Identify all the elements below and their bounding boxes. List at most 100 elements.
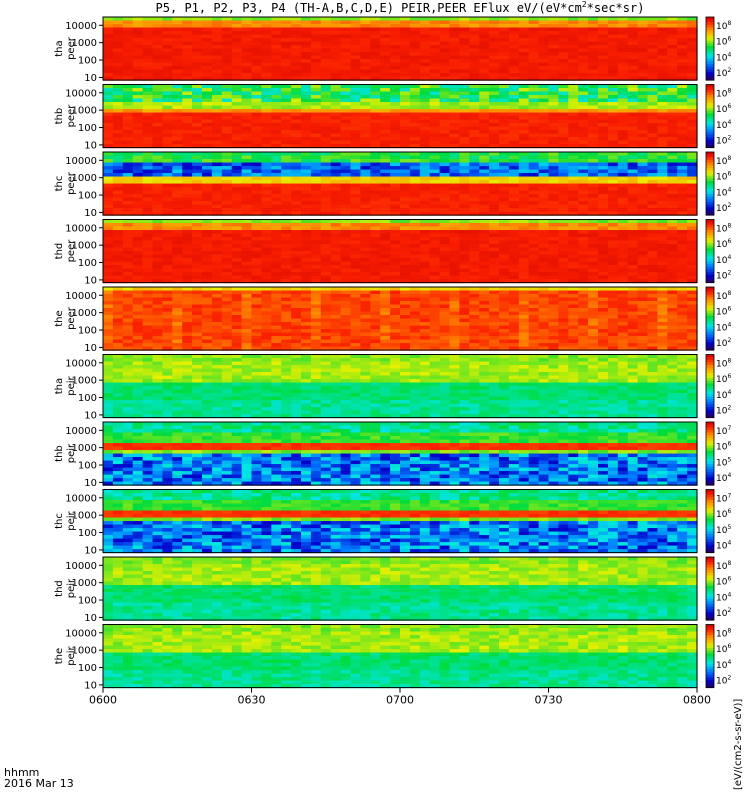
heatmap-cell <box>370 116 381 121</box>
heatmap-cell <box>251 308 262 313</box>
colorbar-swatch <box>706 235 714 239</box>
heatmap-cell <box>221 311 233 316</box>
heatmap-cell <box>469 105 480 110</box>
heatmap-cell <box>419 48 431 53</box>
heatmap-cell <box>598 52 609 57</box>
heatmap-cell <box>182 197 193 202</box>
heatmap-cell <box>370 190 381 195</box>
heatmap-cell <box>607 95 619 100</box>
heatmap-cell <box>489 226 500 231</box>
heatmap-cell <box>479 304 490 309</box>
heatmap-cell <box>122 223 134 228</box>
heatmap-cell <box>310 294 322 299</box>
heatmap-cell <box>271 287 282 292</box>
heatmap-cell <box>548 258 559 263</box>
heatmap-cell <box>627 304 639 309</box>
heatmap-cell <box>647 230 658 235</box>
heatmap-cell <box>221 251 233 256</box>
heatmap-cell <box>211 123 223 128</box>
heatmap-cell <box>518 287 530 292</box>
heatmap-cell <box>330 251 342 256</box>
heatmap-cell <box>221 159 233 164</box>
heatmap-cell <box>459 91 470 96</box>
heatmap-cell <box>112 155 124 160</box>
heatmap-cell <box>152 180 163 185</box>
heatmap-cell <box>291 20 302 25</box>
heatmap-cell <box>330 254 342 259</box>
heatmap-cell <box>281 31 292 36</box>
heatmap-cell <box>568 254 579 259</box>
heatmap-cell <box>400 176 411 181</box>
heatmap-cell <box>221 294 233 299</box>
heatmap-cell <box>637 265 649 270</box>
heatmap-cell <box>132 130 144 135</box>
heatmap-cell <box>637 59 649 64</box>
heatmap-cell <box>112 240 124 245</box>
heatmap-cell <box>508 254 520 259</box>
heatmap-cell <box>538 233 550 238</box>
heatmap-cell <box>588 304 599 309</box>
heatmap-cell <box>241 297 253 302</box>
heatmap-cell <box>192 133 203 138</box>
heatmap-cell <box>499 38 510 43</box>
heatmap-cell <box>251 112 262 117</box>
heatmap-cell <box>627 183 639 188</box>
heatmap-cell <box>301 126 312 131</box>
heatmap-cell <box>518 176 530 181</box>
heatmap-cell <box>271 133 282 138</box>
heatmap-cell <box>192 17 203 22</box>
heatmap-cell <box>261 230 272 235</box>
heatmap-cell <box>360 237 371 242</box>
heatmap-cell <box>409 144 421 149</box>
colorbar-swatch <box>706 72 714 76</box>
heatmap-cell <box>637 169 649 174</box>
heatmap-cell <box>291 152 302 157</box>
heatmap-cell <box>449 247 460 252</box>
heatmap-cell <box>588 20 599 25</box>
heatmap-cell <box>518 34 530 39</box>
heatmap-cell <box>627 109 639 114</box>
heatmap-cell <box>459 197 470 202</box>
heatmap-cell <box>588 226 599 231</box>
heatmap-cell <box>310 55 322 60</box>
heatmap-cell <box>558 162 569 167</box>
heatmap-cell <box>657 265 668 270</box>
heatmap-cell <box>469 251 480 256</box>
heatmap-cell <box>172 34 183 39</box>
heatmap-cell <box>103 76 114 81</box>
heatmap-cell <box>459 180 470 185</box>
heatmap-cell <box>627 301 639 306</box>
heatmap-cell <box>360 219 371 224</box>
heatmap-cell <box>568 126 579 131</box>
heatmap-cell <box>380 95 391 100</box>
heatmap-cell <box>617 52 629 57</box>
heatmap-cell <box>558 169 569 174</box>
heatmap-cell <box>667 173 678 178</box>
heatmap-cell <box>479 240 490 245</box>
heatmap-cell <box>667 275 678 280</box>
heatmap-cell <box>132 137 144 142</box>
heatmap-cell <box>310 311 322 316</box>
heatmap-cell <box>320 76 332 81</box>
heatmap-cell <box>162 208 173 213</box>
heatmap-cell <box>112 159 124 164</box>
heatmap-cell <box>350 105 361 110</box>
heatmap-cell <box>281 204 292 209</box>
heatmap-cell <box>231 38 243 43</box>
heatmap-cell <box>122 187 134 192</box>
heatmap-cell <box>528 66 540 71</box>
heatmap-cell <box>400 233 411 238</box>
heatmap-cell <box>142 279 154 284</box>
heatmap-cell <box>340 166 352 171</box>
heatmap-cell <box>271 261 282 266</box>
panel-label-species: peer <box>66 171 77 195</box>
heatmap-cell <box>647 268 658 273</box>
heatmap-cell <box>667 140 678 145</box>
heatmap-cell <box>301 304 312 309</box>
heatmap-cell <box>340 55 352 60</box>
heatmap-cell <box>469 294 480 299</box>
heatmap-cell <box>508 265 520 270</box>
heatmap-cell <box>231 180 243 185</box>
heatmap-cell <box>558 201 569 206</box>
heatmap-cell <box>350 45 361 50</box>
